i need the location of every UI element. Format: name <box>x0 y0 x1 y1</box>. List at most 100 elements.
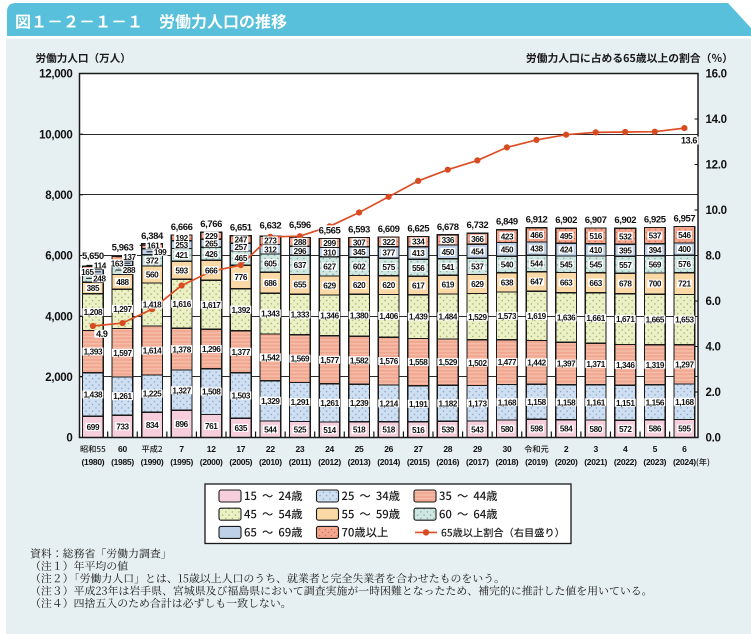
svg-text:334: 334 <box>412 238 425 247</box>
svg-text:617: 617 <box>412 282 425 291</box>
svg-text:663: 663 <box>560 279 573 288</box>
svg-text:423: 423 <box>501 232 514 241</box>
svg-text:(2014): (2014) <box>377 457 400 467</box>
svg-text:(2000): (2000) <box>200 457 223 467</box>
svg-text:1,503: 1,503 <box>232 392 251 401</box>
svg-text:576: 576 <box>678 260 691 269</box>
svg-text:488: 488 <box>116 278 129 287</box>
svg-text:1,191: 1,191 <box>409 400 428 409</box>
svg-text:114: 114 <box>94 261 107 270</box>
svg-text:733: 733 <box>116 422 129 431</box>
svg-text:1,529: 1,529 <box>439 358 458 367</box>
svg-text:161: 161 <box>147 241 160 250</box>
svg-text:1,576: 1,576 <box>379 357 398 366</box>
svg-text:6,849: 6,849 <box>496 217 518 228</box>
svg-text:1,297: 1,297 <box>113 305 132 314</box>
svg-text:6,957: 6,957 <box>674 213 696 224</box>
svg-text:1,333: 1,333 <box>291 311 310 320</box>
svg-text:372: 372 <box>146 257 159 266</box>
svg-text:761: 761 <box>205 422 218 431</box>
svg-text:2: 2 <box>564 444 569 454</box>
svg-text:299: 299 <box>323 239 336 248</box>
svg-text:678: 678 <box>619 280 632 289</box>
svg-text:593: 593 <box>175 266 188 275</box>
svg-text:450: 450 <box>442 248 455 257</box>
svg-text:1,442: 1,442 <box>527 358 546 367</box>
svg-text:580: 580 <box>501 425 514 434</box>
svg-text:395: 395 <box>619 246 632 255</box>
svg-text:25: 25 <box>355 444 364 454</box>
svg-text:30: 30 <box>503 444 512 454</box>
svg-text:421: 421 <box>175 251 188 260</box>
svg-text:1,151: 1,151 <box>616 399 635 408</box>
svg-text:598: 598 <box>530 425 543 434</box>
svg-text:165: 165 <box>81 268 94 277</box>
svg-text:6,000: 6,000 <box>45 251 72 263</box>
svg-text:6,766: 6,766 <box>200 219 222 230</box>
svg-text:1,377: 1,377 <box>232 348 251 357</box>
svg-text:307: 307 <box>353 238 366 247</box>
svg-text:7: 7 <box>179 444 184 454</box>
svg-text:1,158: 1,158 <box>527 398 546 407</box>
svg-text:544: 544 <box>530 260 543 269</box>
svg-text:14.0: 14.0 <box>706 114 727 126</box>
svg-text:29: 29 <box>473 444 482 454</box>
svg-text:1,168: 1,168 <box>498 398 517 407</box>
svg-text:1,597: 1,597 <box>113 349 132 358</box>
svg-text:248: 248 <box>93 274 106 283</box>
svg-text:17: 17 <box>236 444 245 454</box>
svg-text:575: 575 <box>382 263 395 272</box>
svg-text:1,502: 1,502 <box>468 359 487 368</box>
svg-text:1,438: 1,438 <box>84 391 103 400</box>
svg-text:545: 545 <box>560 260 573 269</box>
svg-text:1,346: 1,346 <box>320 312 339 321</box>
svg-text:1,619: 1,619 <box>527 312 546 321</box>
svg-text:6,565: 6,565 <box>319 225 342 236</box>
svg-text:6,593: 6,593 <box>348 224 370 235</box>
svg-text:638: 638 <box>501 278 514 287</box>
svg-text:629: 629 <box>471 280 484 289</box>
svg-text:602: 602 <box>353 263 366 272</box>
svg-text:1,661: 1,661 <box>586 314 605 323</box>
svg-text:1,577: 1,577 <box>320 356 339 365</box>
svg-text:546: 546 <box>678 231 691 240</box>
svg-text:629: 629 <box>323 282 336 291</box>
svg-text:1,343: 1,343 <box>261 310 280 319</box>
svg-text:518: 518 <box>353 426 366 435</box>
svg-text:6,666: 6,666 <box>171 222 193 233</box>
svg-text:1,477: 1,477 <box>498 358 517 367</box>
svg-text:13.6: 13.6 <box>681 136 697 146</box>
svg-text:229: 229 <box>205 232 218 241</box>
svg-text:1,208: 1,208 <box>84 308 103 317</box>
svg-text:10.0: 10.0 <box>706 205 727 217</box>
svg-text:6,609: 6,609 <box>378 224 400 235</box>
svg-text:(2024): (2024) <box>673 457 696 467</box>
svg-text:466: 466 <box>530 231 543 240</box>
svg-text:28: 28 <box>443 444 452 454</box>
svg-text:6,632: 6,632 <box>259 221 281 232</box>
svg-text:22: 22 <box>266 444 275 454</box>
svg-text:26: 26 <box>384 444 393 454</box>
svg-text:1,261: 1,261 <box>113 392 132 401</box>
svg-text:(2018): (2018) <box>496 457 519 467</box>
svg-text:721: 721 <box>678 280 691 289</box>
svg-text:560: 560 <box>146 271 159 280</box>
svg-text:663: 663 <box>589 279 602 288</box>
svg-text:572: 572 <box>619 425 632 434</box>
svg-text:(2010): (2010) <box>259 457 282 467</box>
svg-text:540: 540 <box>501 261 514 270</box>
svg-text:454: 454 <box>471 247 484 256</box>
svg-text:1,378: 1,378 <box>172 345 191 354</box>
svg-text:6,902: 6,902 <box>555 215 577 226</box>
svg-text:539: 539 <box>442 425 455 434</box>
svg-text:544: 544 <box>264 425 277 434</box>
svg-text:426: 426 <box>205 250 218 259</box>
svg-text:537: 537 <box>471 262 484 271</box>
svg-text:1,529: 1,529 <box>468 313 487 322</box>
svg-text:12: 12 <box>207 444 216 454</box>
svg-text:163: 163 <box>111 259 124 268</box>
svg-text:6,625: 6,625 <box>407 223 430 234</box>
svg-text:776: 776 <box>235 273 248 282</box>
svg-text:896: 896 <box>175 420 188 429</box>
svg-text:1,296: 1,296 <box>202 345 221 354</box>
